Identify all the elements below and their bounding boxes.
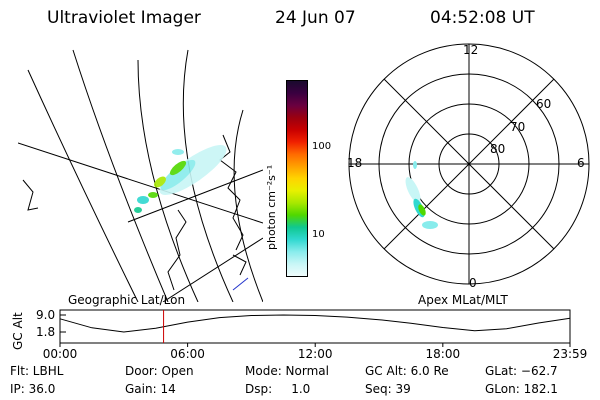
- left-panel-label: Geographic Lat/Lon: [68, 293, 186, 307]
- latitude-arc: [27, 69, 139, 302]
- mlt-label-12: 12: [463, 43, 479, 57]
- mlt-label-18: 18: [347, 156, 363, 170]
- coastline: [167, 209, 187, 291]
- x-tick-label: 06:00: [170, 347, 205, 361]
- longitude-line: [127, 169, 263, 223]
- status-field: Flt: LBHL: [10, 364, 64, 378]
- mlt-label-0: 0: [469, 276, 477, 290]
- coastline: [219, 134, 244, 251]
- mlt-label-6: 6: [577, 156, 585, 170]
- colorbar: [286, 80, 308, 277]
- time-label: 04:52:08 UT: [430, 8, 535, 28]
- geographic-map-panel: [18, 49, 263, 302]
- x-tick-label: 00:00: [43, 347, 78, 361]
- gc-altitude-line: [59, 314, 571, 333]
- y-tick-label: 9.0: [36, 308, 55, 322]
- date-label: 24 Jun 07: [275, 8, 356, 28]
- polar-map-panel: [348, 43, 590, 285]
- longitude-line: [162, 237, 263, 302]
- colorbar-tick: 100: [312, 141, 332, 152]
- right-panel-label: Apex MLat/MLT: [418, 293, 508, 307]
- y-tick-label: 1.8: [36, 325, 55, 339]
- status-field: IP: 36.0: [10, 382, 56, 396]
- status-field: GLon: 182.1: [485, 382, 558, 396]
- colorbar-gradient: [287, 81, 307, 276]
- coastline: [232, 277, 249, 291]
- colorbar-label: photon cm⁻²s⁻¹: [265, 164, 278, 250]
- latitude-arc: [233, 109, 263, 302]
- longitude-line: [18, 142, 263, 224]
- y-axis-label: GC Alt: [11, 312, 25, 350]
- status-field: GC Alt: 6.0 Re: [365, 364, 449, 378]
- latitude-arc: [137, 59, 199, 302]
- status-field: Dsp: 1.0: [245, 382, 311, 396]
- aurora-emission: [134, 145, 227, 213]
- plot-frame: [59, 309, 571, 344]
- latitude-arc: [72, 49, 169, 302]
- instrument-title: Ultraviolet Imager: [47, 8, 201, 28]
- status-field: Seq: 39: [365, 382, 411, 396]
- lat-label-70: 70: [510, 120, 526, 134]
- x-tick-label: 18:00: [426, 347, 461, 361]
- status-field: GLat: −62.7: [485, 364, 558, 378]
- coastline: [22, 179, 39, 211]
- lat-label-80: 80: [490, 142, 506, 156]
- altitude-timeline-chart: 9.0 1.8 GC Alt 00:00 06:00 12:00 18:00 23:59: [11, 308, 588, 361]
- colorbar-tick: 10: [312, 229, 325, 240]
- x-tick-label: 23:59: [553, 347, 588, 361]
- x-tick-label: 12:00: [298, 347, 333, 361]
- status-field: Gain: 14: [125, 382, 176, 396]
- status-field: Door: Open: [125, 364, 194, 378]
- lat-label-60: 60: [536, 97, 552, 111]
- aurora-emission: [405, 161, 438, 229]
- coastline: [232, 254, 247, 276]
- status-field: Mode: Normal: [245, 364, 329, 378]
